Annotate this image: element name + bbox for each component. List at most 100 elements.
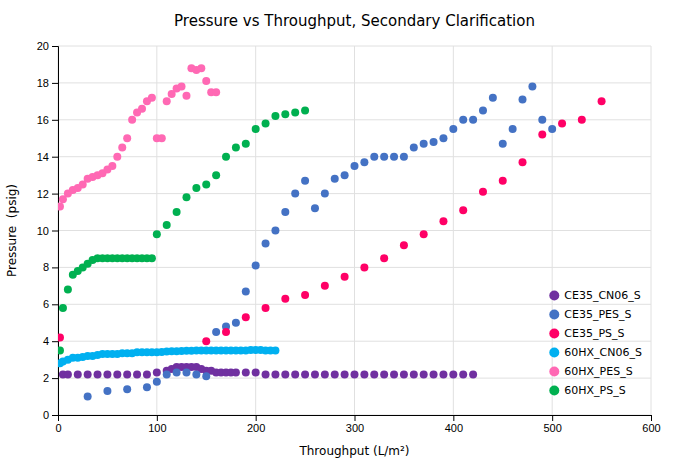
tick: 18: [37, 77, 58, 89]
tick: 10: [37, 225, 58, 237]
point: [430, 138, 438, 146]
point: [84, 370, 92, 378]
point: [182, 193, 190, 201]
tick-mark: [256, 415, 257, 421]
point: [538, 131, 546, 139]
point: [499, 140, 507, 148]
point: [489, 94, 497, 102]
legend-item: CE35_PES_S: [549, 308, 631, 321]
y-axis-title: Pressure (psig): [5, 184, 19, 277]
point: [232, 369, 240, 377]
point: [123, 385, 131, 393]
point: [153, 369, 161, 377]
point: [148, 254, 156, 262]
point: [113, 153, 121, 161]
point: [558, 119, 566, 127]
tick-label: 20: [37, 40, 49, 52]
legend-label: 60HX_PS_S: [564, 384, 625, 397]
point: [439, 370, 447, 378]
axis-line: [52, 47, 59, 416]
point: [360, 370, 368, 378]
tick: 100: [148, 415, 166, 434]
legend-item: 60HX_PES_S: [549, 365, 632, 378]
legend-label: 60HX_PES_S: [564, 365, 632, 378]
point: [222, 153, 230, 161]
legend-label: CE35_PES_S: [564, 308, 631, 321]
point: [538, 116, 546, 124]
point: [341, 171, 349, 179]
point: [64, 370, 72, 378]
point: [212, 328, 220, 336]
point: [182, 369, 190, 377]
point: [439, 217, 447, 225]
tick-mark: [157, 415, 158, 421]
point: [479, 107, 487, 115]
point: [370, 153, 378, 161]
y-axis: 02468101214161820: [37, 40, 59, 421]
point: [341, 273, 349, 281]
tick: 8: [43, 261, 58, 273]
point: [341, 370, 349, 378]
tick: 600: [642, 415, 660, 434]
tick: 400: [445, 415, 463, 434]
legend: CE35_CN06_SCE35_PES_SCE35_PS_S60HX_CN06_…: [549, 289, 642, 397]
point: [420, 370, 428, 378]
point: [118, 143, 126, 151]
tick: 500: [543, 415, 561, 434]
tick-label: 2: [43, 372, 49, 384]
point: [262, 370, 270, 378]
tick: 20: [37, 40, 58, 52]
point: [578, 116, 586, 124]
point: [64, 286, 72, 294]
point: [262, 119, 270, 127]
point: [509, 125, 517, 133]
point: [400, 241, 408, 249]
point: [148, 94, 156, 102]
point: [459, 370, 467, 378]
point: [252, 262, 260, 270]
point: [232, 319, 240, 327]
tick-label: 4: [43, 335, 49, 347]
point: [192, 370, 200, 378]
point: [143, 383, 151, 391]
legend-swatch: [549, 329, 559, 339]
tick-mark: [651, 415, 652, 421]
tick-label: 10: [37, 225, 49, 237]
legend-item: 60HX_PS_S: [549, 384, 625, 397]
legend-label: CE35_CN06_S: [564, 289, 641, 302]
point: [143, 370, 151, 378]
point: [84, 393, 92, 401]
tick-mark: [52, 157, 58, 158]
point: [153, 230, 161, 238]
point: [331, 175, 339, 183]
legend-item: CE35_CN06_S: [549, 289, 641, 302]
tick-mark: [52, 415, 58, 416]
tick-label: 18: [37, 77, 49, 89]
tick: 14: [37, 151, 58, 163]
tick: 2: [43, 372, 58, 384]
point: [242, 313, 250, 321]
point: [232, 143, 240, 151]
grid-line: [58, 156, 651, 157]
point: [58, 203, 64, 211]
point: [469, 370, 477, 378]
point: [103, 370, 111, 378]
point: [242, 287, 250, 295]
legend-label: CE35_PS_S: [564, 327, 624, 340]
axis-line: [59, 416, 652, 422]
tick-mark: [552, 415, 553, 421]
series: [58, 107, 309, 355]
legend-swatch: [549, 348, 559, 358]
point: [271, 370, 279, 378]
tick-label: 300: [346, 422, 364, 434]
tick-mark: [52, 304, 58, 305]
point: [301, 177, 309, 185]
point: [58, 334, 64, 342]
point: [173, 369, 181, 377]
point: [479, 188, 487, 196]
legend-swatch: [549, 310, 559, 320]
point: [222, 328, 230, 336]
point: [59, 304, 67, 312]
legend-item: CE35_PS_S: [549, 327, 624, 340]
point: [311, 370, 319, 378]
